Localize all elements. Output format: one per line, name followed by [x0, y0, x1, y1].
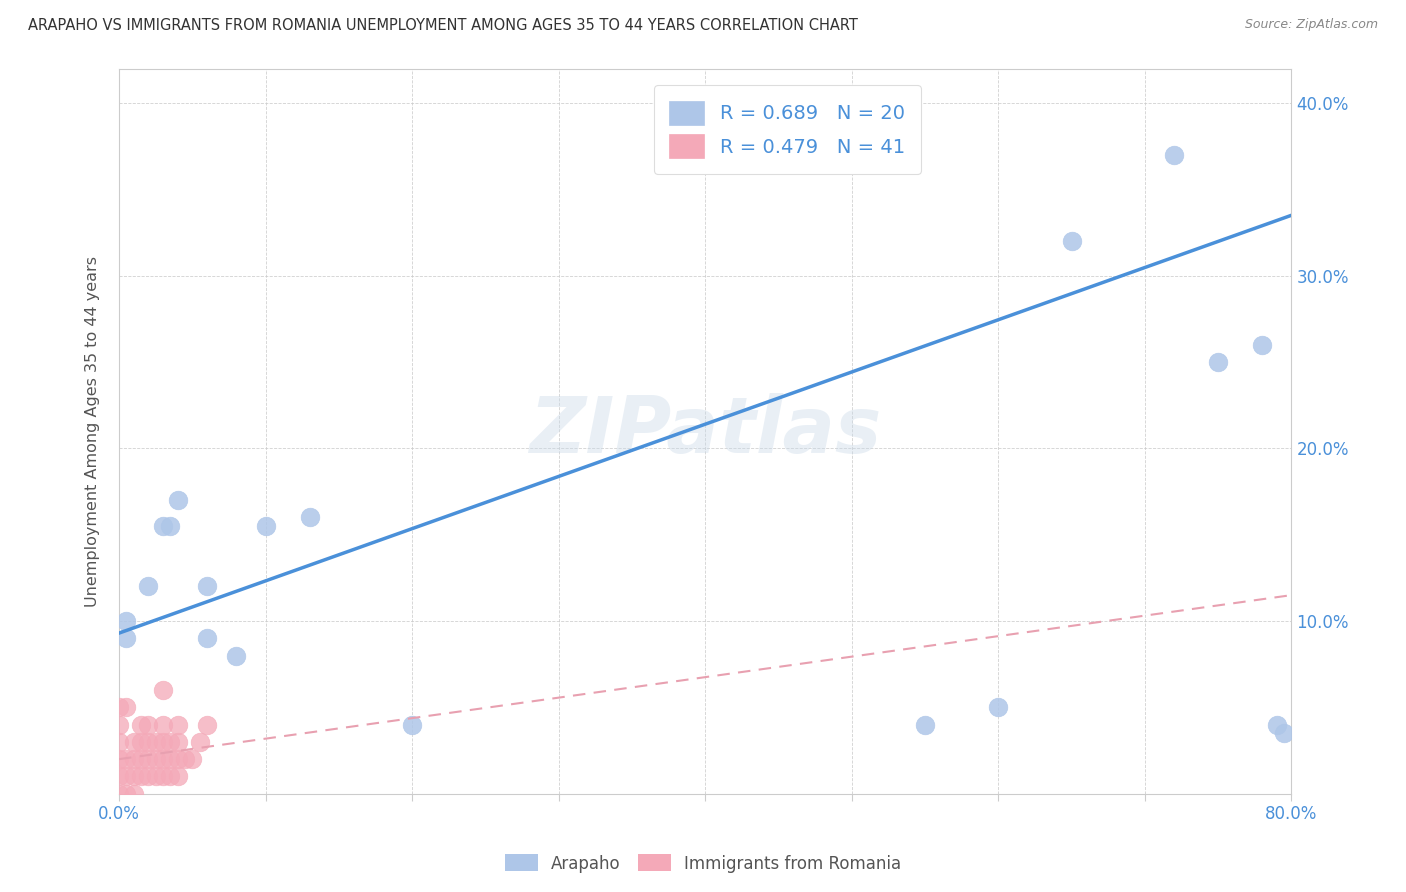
Point — [987, 700, 1010, 714]
Point — [195, 717, 218, 731]
Point — [152, 752, 174, 766]
Point — [1265, 717, 1288, 731]
Point — [174, 752, 197, 766]
Point — [129, 735, 152, 749]
Text: Source: ZipAtlas.com: Source: ZipAtlas.com — [1244, 18, 1378, 31]
Point — [195, 632, 218, 646]
Point — [152, 683, 174, 698]
Point — [1060, 234, 1083, 248]
Point — [1163, 148, 1185, 162]
Point — [159, 519, 181, 533]
Point — [129, 752, 152, 766]
Point — [108, 769, 131, 783]
Point — [138, 752, 160, 766]
Point — [145, 752, 167, 766]
Point — [115, 787, 138, 801]
Text: ZIPatlas: ZIPatlas — [529, 393, 882, 469]
Point — [166, 769, 188, 783]
Point — [195, 579, 218, 593]
Point — [152, 519, 174, 533]
Y-axis label: Unemployment Among Ages 35 to 44 years: Unemployment Among Ages 35 to 44 years — [86, 256, 100, 607]
Point — [152, 769, 174, 783]
Point — [159, 752, 181, 766]
Text: ARAPAHO VS IMMIGRANTS FROM ROMANIA UNEMPLOYMENT AMONG AGES 35 TO 44 YEARS CORREL: ARAPAHO VS IMMIGRANTS FROM ROMANIA UNEMP… — [28, 18, 858, 33]
Point — [115, 700, 138, 714]
Point — [181, 752, 204, 766]
Legend: R = 0.689   N = 20, R = 0.479   N = 41: R = 0.689 N = 20, R = 0.479 N = 41 — [654, 86, 921, 174]
Point — [166, 752, 188, 766]
Legend: Arapaho, Immigrants from Romania: Arapaho, Immigrants from Romania — [498, 847, 908, 880]
Point — [115, 614, 138, 628]
Point — [1251, 338, 1274, 352]
Point — [188, 735, 211, 749]
Point — [138, 717, 160, 731]
Point — [152, 717, 174, 731]
Point — [914, 717, 936, 731]
Point — [115, 769, 138, 783]
Point — [401, 717, 423, 731]
Point — [159, 769, 181, 783]
Point — [108, 735, 131, 749]
Point — [115, 632, 138, 646]
Point — [138, 579, 160, 593]
Point — [159, 735, 181, 749]
Point — [166, 735, 188, 749]
Point — [152, 735, 174, 749]
Point — [145, 735, 167, 749]
Point — [1272, 726, 1295, 740]
Point — [122, 769, 145, 783]
Point — [166, 493, 188, 508]
Point — [138, 735, 160, 749]
Point — [129, 769, 152, 783]
Point — [122, 787, 145, 801]
Point — [166, 717, 188, 731]
Point — [108, 752, 131, 766]
Point — [254, 519, 277, 533]
Point — [108, 787, 131, 801]
Point — [298, 510, 321, 524]
Point — [108, 717, 131, 731]
Point — [145, 769, 167, 783]
Point — [122, 735, 145, 749]
Point — [122, 752, 145, 766]
Point — [138, 769, 160, 783]
Point — [1206, 355, 1229, 369]
Point — [108, 700, 131, 714]
Point — [225, 648, 247, 663]
Point — [129, 717, 152, 731]
Point — [115, 752, 138, 766]
